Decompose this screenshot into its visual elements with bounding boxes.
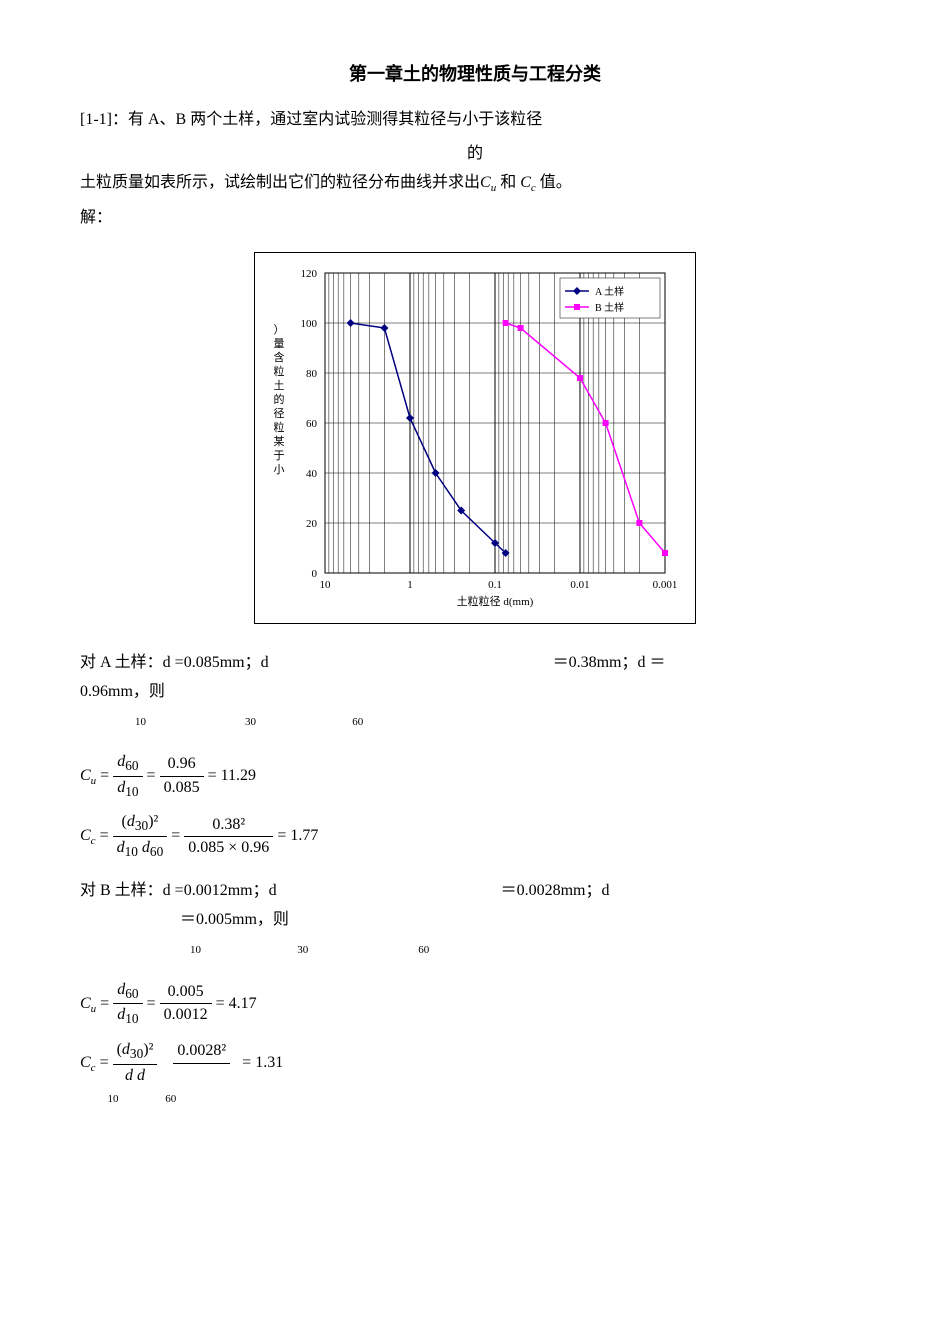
svg-text:粒: 粒 xyxy=(274,364,285,378)
sb-subs: 10 30 60 xyxy=(80,944,429,956)
svg-text:120: 120 xyxy=(301,268,318,280)
svg-text:某: 某 xyxy=(274,435,285,448)
sample-a-cu-formula: Cu = d60 d10 = 0.96 0.085 = 11.29 xyxy=(80,751,870,802)
sa-subs: 10 30 60 xyxy=(80,716,363,728)
svg-text:10: 10 xyxy=(320,579,332,591)
svg-text:含: 含 xyxy=(274,350,285,364)
cc-result: = 1.77 xyxy=(277,827,318,844)
bcc-subs: 10 60 xyxy=(80,1093,176,1105)
and-text: 和 xyxy=(496,174,520,191)
svg-text:于: 于 xyxy=(274,450,285,462)
particle-distribution-chart: 0 20 40 60 80 100 120 10 1 0.1 0.01 0.001 土粒粒径 d(mm)… xyxy=(254,252,696,624)
svg-text:0.01: 0.01 xyxy=(570,579,589,591)
cu-result: = 11.29 xyxy=(208,767,256,784)
svg-text:）: ） xyxy=(274,323,285,336)
problem-label: [1-1]： xyxy=(80,111,128,128)
svg-text:60: 60 xyxy=(306,418,318,430)
svg-text:量: 量 xyxy=(274,337,285,350)
sb-mid: ＝0.0028mm；d xyxy=(501,877,610,906)
svg-text:1: 1 xyxy=(407,579,413,591)
svg-text:0.1: 0.1 xyxy=(488,579,502,591)
bcc-sub: c xyxy=(91,1062,96,1074)
sample-b-cu-formula: Cu = d60 d10 = 0.005 0.0012 = 4.17 xyxy=(80,979,870,1030)
svg-text:土: 土 xyxy=(274,379,285,392)
cc-frac: (d30)² d10 d60 xyxy=(113,811,168,862)
cc-c: C xyxy=(80,827,91,844)
problem-line3: 土粒质量如表所示，试绘制出它们的粒径分布曲线并求出Cu 和 Cc 值。 xyxy=(80,169,870,199)
sample-b-info: 对 B 土样：d =0.0012mm；d ＝0.0028mm；d ＝0.005m… xyxy=(80,877,870,963)
sub-c: c xyxy=(531,182,536,194)
svg-text:小: 小 xyxy=(274,463,285,476)
svg-text:径: 径 xyxy=(274,407,285,420)
chart-container: 0 20 40 60 80 100 120 10 1 0.1 0.01 0.001 土粒粒径 d(mm)… xyxy=(80,252,870,629)
svg-text:的: 的 xyxy=(274,392,285,406)
bcc-c: C xyxy=(80,1054,91,1071)
svg-text:20: 20 xyxy=(306,518,318,530)
problem-line1: [1-1]：有 A、B 两个土样，通过室内试验测得其粒径与小于该粒径 xyxy=(80,106,870,135)
sb-prefix: 对 B 土样：d =0.0012mm；d xyxy=(80,882,277,899)
svg-text:80: 80 xyxy=(306,368,318,380)
sb-end: ＝0.005mm，则 xyxy=(180,911,289,928)
svg-text:A 土样: A 土样 xyxy=(595,285,624,298)
bcc-val-frac: 0.0028² xyxy=(173,1040,230,1086)
bcu-c: C xyxy=(80,995,91,1012)
problem-line2: 的 xyxy=(80,140,870,169)
line3-prefix: 土粒质量如表所示，试绘制出它们的粒径分布曲线并求出 xyxy=(80,174,480,191)
svg-text:B 土样: B 土样 xyxy=(595,301,624,314)
svg-text:土粒粒径 d(mm): 土粒粒径 d(mm) xyxy=(457,594,534,608)
cc-val-frac: 0.38² 0.085 × 0.96 xyxy=(184,814,273,860)
sample-a-cc-formula: Cc = (d30)² d10 d60 = 0.38² 0.085 × 0.96… xyxy=(80,811,870,862)
chapter-title: 第一章土的物理性质与工程分类 xyxy=(80,60,870,86)
svg-text:0: 0 xyxy=(312,568,318,580)
sa-prefix: 对 A 土样：d =0.085mm；d xyxy=(80,654,269,671)
c-symbol-2: C xyxy=(520,174,531,191)
bcu-frac: d60 d10 xyxy=(113,979,142,1030)
svg-text:100: 100 xyxy=(301,318,318,330)
sample-b-cc-formula: Cc = (d30)² d d 0.0028² = 1.31 10 60 xyxy=(80,1039,870,1110)
cu-sub: u xyxy=(91,775,97,787)
bcu-result: = 4.17 xyxy=(216,995,257,1012)
problem-text-1: 有 A、B 两个土样，通过室内试验测得其粒径与小于该粒径 xyxy=(128,111,542,128)
cu-c: C xyxy=(80,767,91,784)
cu-val-frac: 0.96 0.085 xyxy=(160,753,204,799)
bcu-sub: u xyxy=(91,1003,97,1015)
cu-frac: d60 d10 xyxy=(113,751,142,802)
bcu-val-frac: 0.005 0.0012 xyxy=(160,981,212,1027)
value-text: 值。 xyxy=(540,174,572,191)
cc-sub: c xyxy=(91,836,96,848)
svg-text:40: 40 xyxy=(306,468,318,480)
sample-a-info: 对 A 土样：d =0.085mm；d ＝0.38mm；d ＝ 0.96mm，则… xyxy=(80,649,870,735)
sa-end: 0.96mm，则 xyxy=(80,683,165,700)
svg-text:0.001: 0.001 xyxy=(653,579,678,591)
bcc-frac: (d30)² d d xyxy=(113,1039,158,1087)
solution-label: 解： xyxy=(80,204,870,233)
c-symbol-1: C xyxy=(480,174,491,191)
bcc-result: = 1.31 xyxy=(242,1054,283,1071)
svg-text:粒: 粒 xyxy=(274,420,285,434)
sa-mid: ＝0.38mm；d ＝ xyxy=(553,649,666,678)
